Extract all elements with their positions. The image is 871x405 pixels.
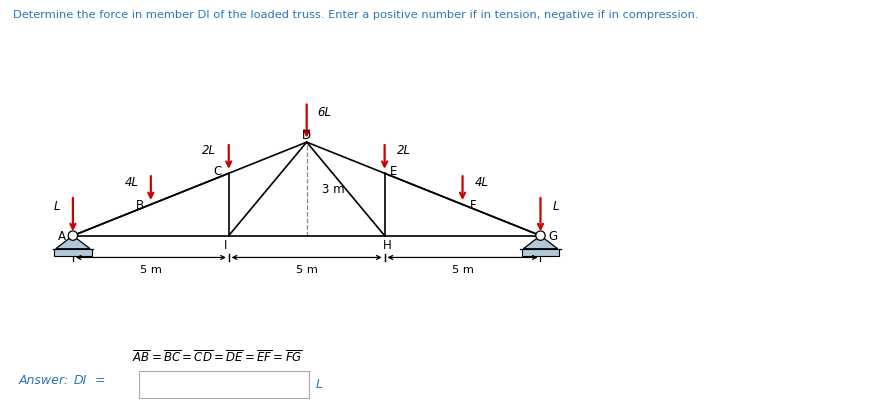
- Text: 2L: 2L: [397, 144, 411, 157]
- Polygon shape: [522, 249, 559, 256]
- Text: 5 m: 5 m: [140, 264, 162, 275]
- Text: F: F: [470, 198, 476, 211]
- Text: 4L: 4L: [125, 175, 138, 188]
- Polygon shape: [523, 236, 557, 249]
- Circle shape: [536, 231, 545, 241]
- Text: B: B: [136, 198, 144, 211]
- Circle shape: [68, 231, 78, 241]
- Text: Determine the force in member DI of the loaded truss. Enter a positive number if: Determine the force in member DI of the …: [13, 10, 699, 20]
- Text: i: i: [126, 377, 131, 392]
- Text: I: I: [224, 239, 227, 252]
- Text: L: L: [553, 199, 559, 212]
- Text: 5 m: 5 m: [296, 264, 318, 275]
- Text: 2L: 2L: [202, 144, 216, 157]
- Text: L: L: [315, 377, 322, 390]
- Text: C: C: [213, 164, 222, 177]
- Text: G: G: [549, 230, 557, 243]
- Text: 5 m: 5 m: [451, 264, 474, 275]
- Polygon shape: [56, 236, 90, 249]
- Text: $\overline{AB} = \overline{BC} = \overline{CD} = \overline{DE} = \overline{EF} =: $\overline{AB} = \overline{BC} = \overli…: [132, 348, 303, 364]
- Polygon shape: [54, 249, 91, 256]
- Text: =: =: [91, 373, 105, 386]
- Text: H: H: [383, 239, 392, 252]
- Text: 3 m: 3 m: [322, 183, 345, 196]
- Text: E: E: [390, 164, 398, 177]
- Text: 6L: 6L: [318, 106, 332, 119]
- Text: 4L: 4L: [475, 175, 489, 188]
- Text: Answer:: Answer:: [19, 373, 73, 386]
- Text: A: A: [58, 230, 66, 243]
- Text: L: L: [54, 199, 60, 212]
- Text: DI: DI: [74, 373, 87, 386]
- Text: D: D: [302, 128, 311, 141]
